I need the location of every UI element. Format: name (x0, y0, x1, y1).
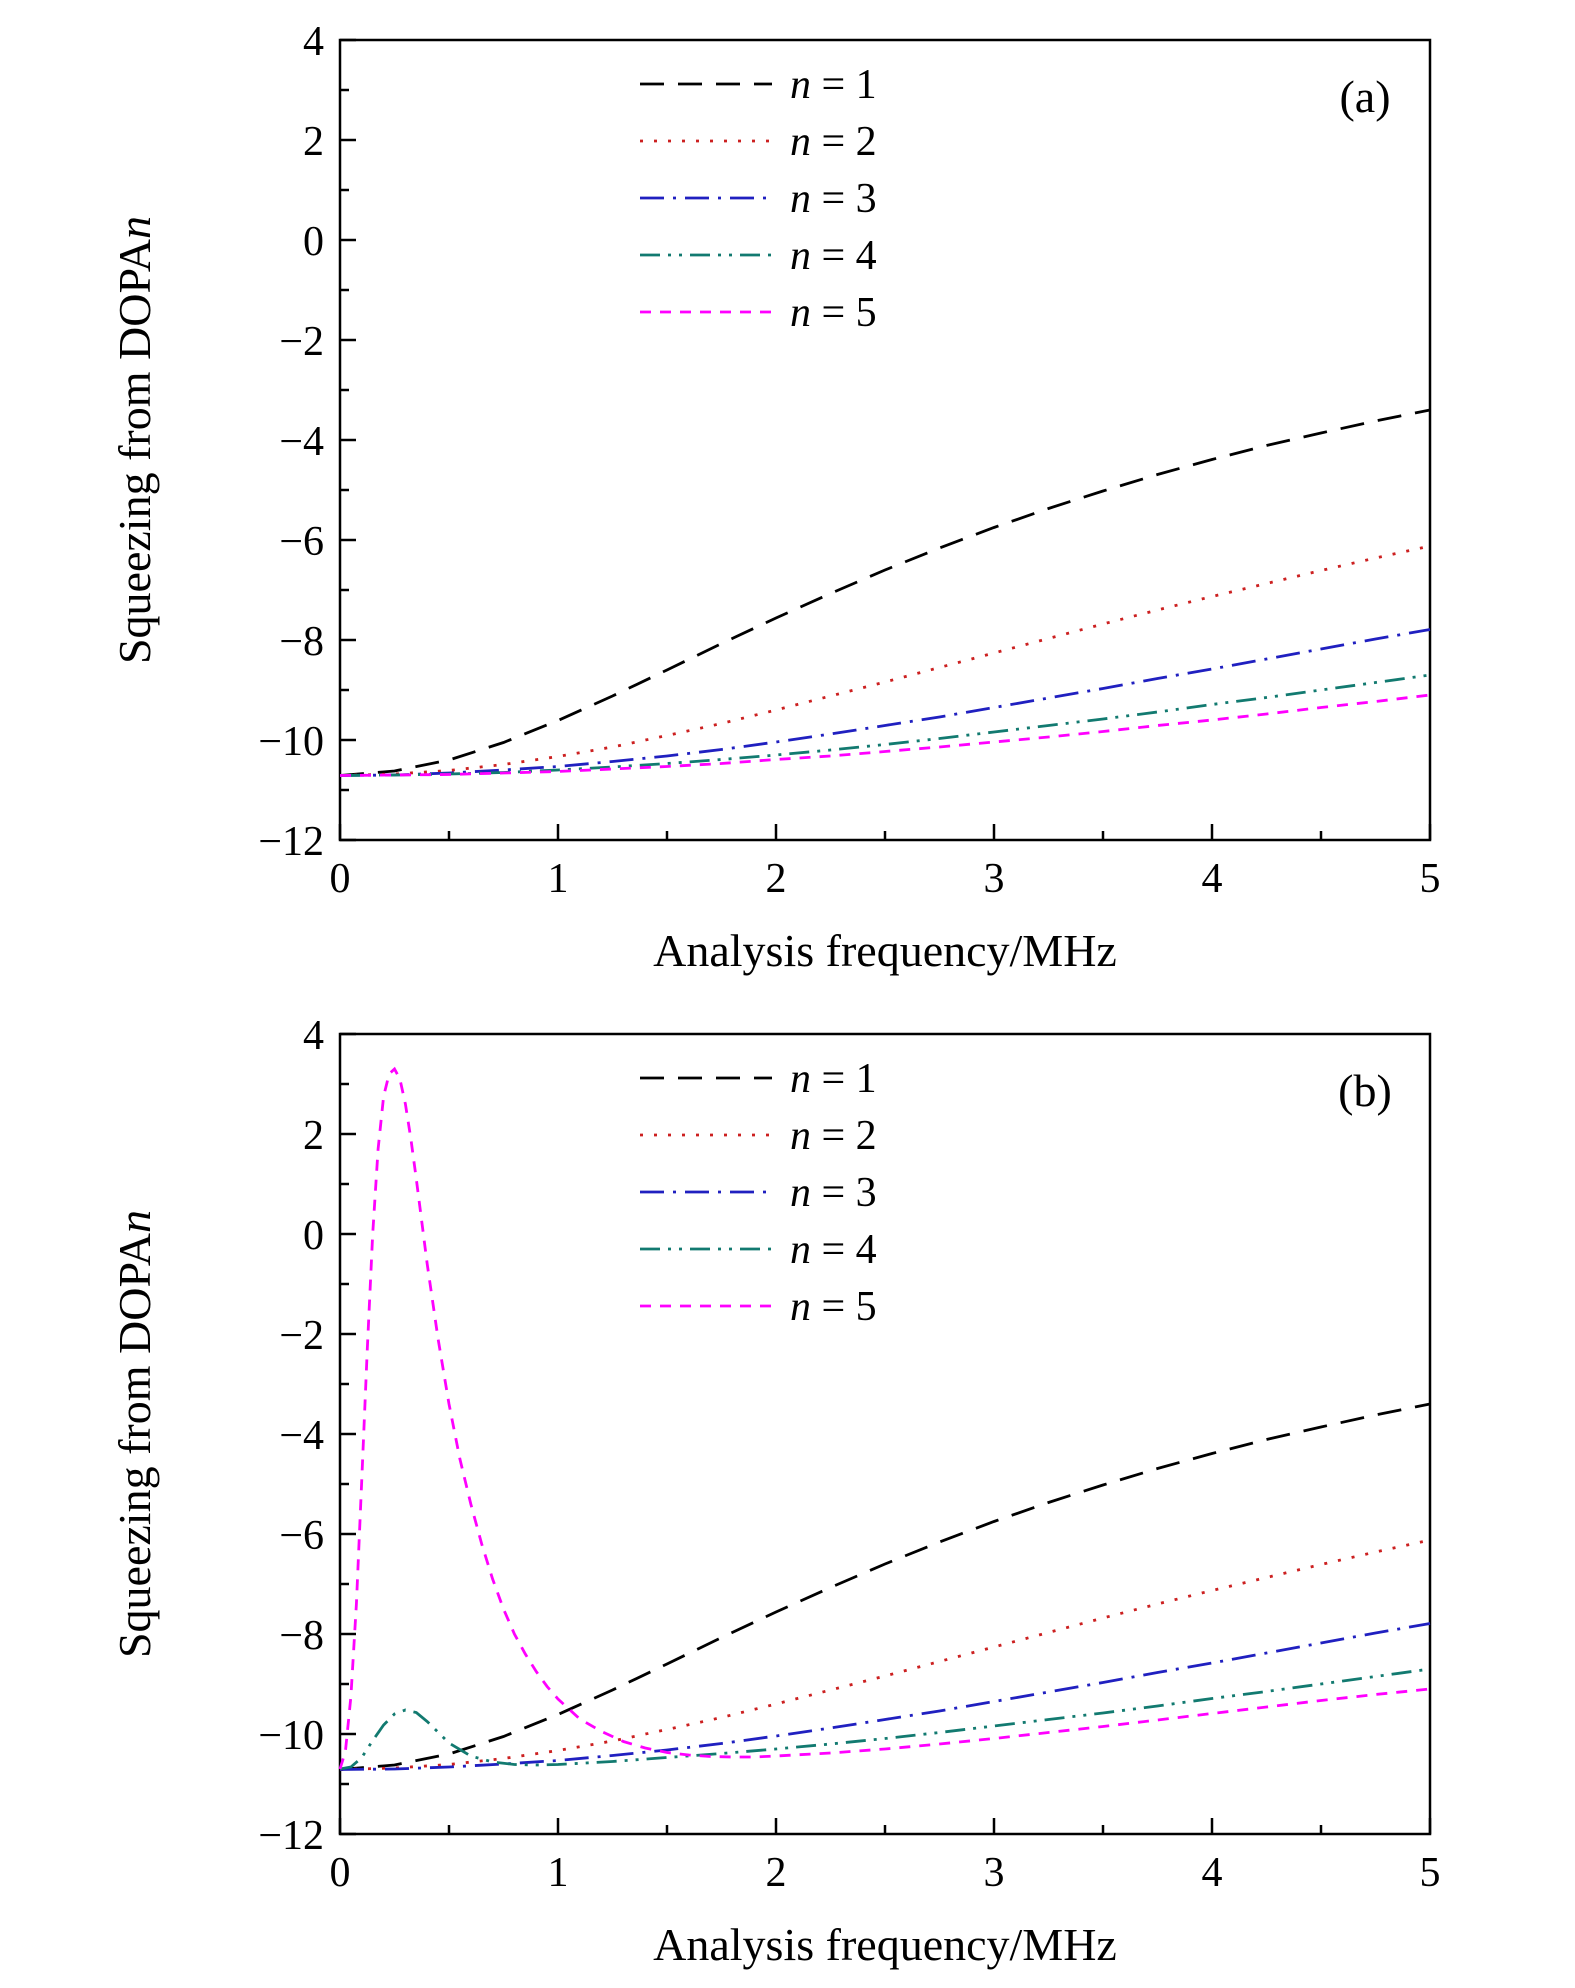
y-axis-title: Squeezing from DOPAn (109, 1210, 160, 1658)
x-axis-tick-label: 1 (548, 1850, 569, 1896)
chart-panel-a: 0 1 2 3 4 5 4 2 0 −2 −4 −6 −8 −10 −12 Analysis frequenc… (109, 19, 1441, 976)
x-axis-tick-label: 2 (766, 856, 787, 902)
x-axis-title: Analysis frequency/MHz (653, 1919, 1117, 1970)
x-axis-tick-label: 5 (1420, 1850, 1441, 1896)
y-axis-tick-label: −2 (279, 319, 324, 365)
y-axis-tick-label: 2 (303, 119, 324, 165)
y-axis-tick-label: −10 (258, 1713, 324, 1759)
series-line-n=4 (339, 1667, 1431, 1771)
x-axis-tick-label: 4 (1202, 856, 1223, 902)
legend-entry-label: n = 3 (790, 176, 877, 222)
x-axis-tick-label: 0 (330, 856, 351, 902)
y-axis-title: Squeezing from DOPAn (109, 216, 160, 664)
legend-entry-label: n = 3 (790, 1170, 877, 1216)
y-axis-tick-label: 2 (303, 1113, 324, 1159)
y-axis-tick-label: −2 (279, 1313, 324, 1359)
y-axis-tick-label: −12 (258, 819, 324, 865)
y-axis-tick-label: −4 (279, 1413, 324, 1459)
series-line-n=2 (339, 1538, 1431, 1771)
series-line-n=3 (339, 628, 1431, 777)
plot-frame (338, 38, 1432, 842)
series-line-n=4 (339, 673, 1431, 777)
series-line-n=1 (339, 1402, 1431, 1771)
y-axis-tick-label: −6 (279, 1513, 324, 1559)
y-axis-tick-label: 0 (303, 1213, 324, 1259)
series-line-n=3 (339, 1622, 1431, 1771)
x-axis-tick-label: 2 (766, 1850, 787, 1896)
legend: n = 1 n = 2 n = 3 n = 4 n = 5 (640, 62, 877, 336)
x-axis-tick-label: 5 (1420, 856, 1441, 902)
legend-entry-label: n = 2 (790, 119, 877, 165)
panel-a: 0 1 2 3 4 5 4 2 0 −2 −4 −6 −8 −10 −12 Analysis frequenc… (109, 19, 1441, 976)
x-axis-tick-label: 4 (1202, 1850, 1223, 1896)
y-axis-tick-label: −10 (258, 719, 324, 765)
x-axis-tick-label: 3 (984, 856, 1005, 902)
legend-entry-label: n = 2 (790, 1113, 877, 1159)
y-axis-tick-label: 4 (303, 19, 324, 65)
panel-label: (a) (1339, 71, 1390, 122)
chart-panel-b: 0 1 2 3 4 5 4 2 0 −2 −4 −6 −8 −10 −12 Analysis frequenc… (109, 1013, 1441, 1970)
legend-entry-label: n = 1 (790, 62, 877, 108)
legend-entry-label: n = 5 (790, 1284, 877, 1330)
y-axis-tick-label: −4 (279, 419, 324, 465)
y-axis-tick-label: 4 (303, 1013, 324, 1059)
x-axis-tick-label: 3 (984, 1850, 1005, 1896)
legend-entry-label: n = 5 (790, 290, 877, 336)
axes: 0 1 2 3 4 5 4 2 0 −2 −4 −6 −8 −10 −12 (258, 1013, 1440, 1896)
x-axis-title: Analysis frequency/MHz (653, 925, 1117, 976)
legend: n = 1 n = 2 n = 3 n = 4 n = 5 (640, 1056, 877, 1330)
legend-entry-label: n = 4 (790, 1227, 877, 1273)
y-axis-tick-label: −6 (279, 519, 324, 565)
series-line-n=5 (339, 693, 1431, 777)
series-group (338, 1066, 1431, 1771)
panel-label: (b) (1338, 1065, 1392, 1116)
legend-entry-label: n = 1 (790, 1056, 877, 1102)
series-line-n=1 (339, 408, 1431, 777)
y-axis-tick-label: −8 (279, 619, 324, 665)
y-axis-tick-label: 0 (303, 219, 324, 265)
y-axis-tick-label: −12 (258, 1813, 324, 1859)
series-line-n=2 (339, 544, 1431, 777)
plot-frame (338, 1032, 1432, 1836)
panel-b: 0 1 2 3 4 5 4 2 0 −2 −4 −6 −8 −10 −12 Analysis frequenc… (0, 994, 1575, 1988)
x-axis-tick-label: 1 (548, 856, 569, 902)
series-group (339, 408, 1431, 777)
series-line-n=5 (338, 1066, 1431, 1770)
x-axis-tick-label: 0 (330, 1850, 351, 1896)
axes: 0 1 2 3 4 5 4 2 0 −2 −4 −6 −8 −10 −12 (258, 19, 1440, 902)
legend-entry-label: n = 4 (790, 233, 877, 279)
y-axis-tick-label: −8 (279, 1613, 324, 1659)
